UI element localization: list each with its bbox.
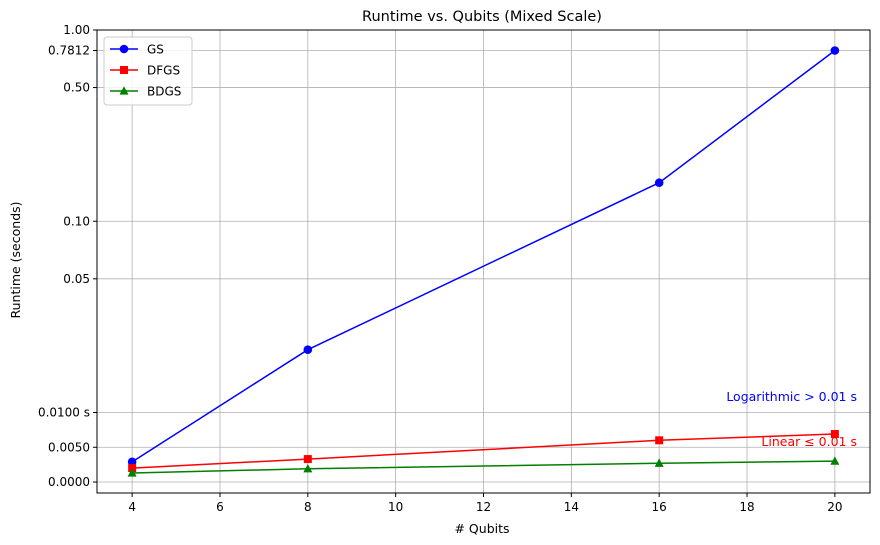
data-point-gs [830,46,840,55]
data-point-dfgs [128,464,137,473]
data-point-bdgs [654,458,664,467]
y-tick-label: 0.50 [63,81,90,95]
chart-title: Runtime vs. Qubits (Mixed Scale) [362,9,602,25]
data-point-gs [654,178,664,188]
legend-label-dfgs: DFGS [147,64,180,78]
x-tick-label: 20 [827,500,842,514]
annotation-log-region: Logarithmic > 0.01 s [726,389,857,404]
series-bdgs [127,456,840,477]
legend-label-gs: GS [147,43,164,57]
x-tick-label: 12 [476,500,491,514]
legend: GS DFGS BDGS [103,36,193,106]
series-line-dfgs [132,433,835,469]
y-tick-label: 0.10 [63,214,90,228]
grid-lines [97,29,870,493]
x-axis-title: # Qubits [454,521,509,536]
legend-label-bdgs: BDGS [147,85,181,99]
y-tick-label: 0.0000 [48,475,90,489]
legend-marker-bdgs [119,86,129,95]
x-tick-label: 10 [388,500,403,514]
x-axis: 4 6 8 10 12 14 16 18 20 [128,493,843,514]
data-point-gs [303,345,313,354]
y-tick-label: 0.7812 [48,44,90,58]
series-line-bdgs [132,460,835,474]
y-tick-label: 0.0050 [48,440,90,454]
x-tick-label: 6 [216,500,224,514]
y-tick-label: 0.05 [63,272,90,286]
data-point-dfgs [655,436,664,445]
data-point-bdgs [303,463,313,473]
x-tick-label: 18 [739,500,754,514]
y-axis: 0.0000 0.0050 0.0100 s 0.05 0.10 0.50 0.7812 1.… [38,23,97,489]
legend-marker-dfgs [120,66,128,74]
y-axis-title: Runtime (seconds) [8,201,23,318]
legend-marker-gs [119,44,129,54]
data-point-dfgs [830,430,839,439]
series-gs [127,46,840,467]
legend-box [103,36,193,106]
series-dfgs [128,430,839,473]
x-tick-label: 8 [304,500,312,514]
x-tick-label: 16 [652,500,667,514]
data-point-bdgs [830,456,840,465]
annotation-linear-region: Linear ≤ 0.01 s [761,434,857,449]
data-point-dfgs [303,455,312,464]
y-tick-label: 1.00 [63,23,90,37]
data-point-gs [127,457,137,467]
x-tick-label: 14 [564,500,579,514]
series-line-gs [131,49,836,463]
x-tick-label: 4 [128,500,136,514]
series-layer [127,46,840,477]
data-point-bdgs [127,468,137,477]
y-tick-label: 0.0100 s [38,406,90,420]
